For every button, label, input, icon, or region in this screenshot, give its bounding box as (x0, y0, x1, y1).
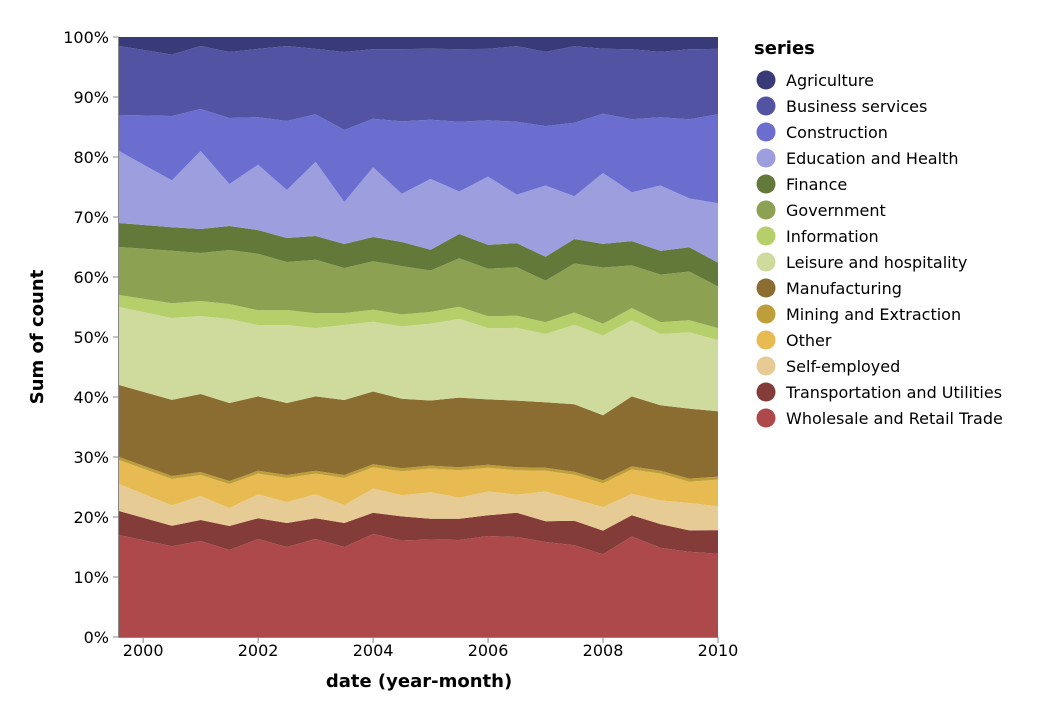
area-manufacturing (119, 385, 718, 481)
y-tick-label: 70% (73, 208, 109, 227)
y-tick-label: 80% (73, 148, 109, 167)
x-tick-label: 2000 (123, 641, 164, 660)
legend-swatch-finance (756, 174, 776, 194)
area-leisure-and-hospitality (119, 307, 718, 416)
area-wholesale-and-retail-trade (119, 534, 718, 637)
legend-swatch-manufacturing (756, 278, 776, 298)
legend-swatch-leisure-and-hospitality (756, 252, 776, 272)
x-tick-label: 2010 (698, 641, 739, 660)
y-tick-label: 30% (73, 448, 109, 467)
area-transportation-and-utilities (119, 511, 718, 555)
legend-swatch-information (756, 226, 776, 246)
legend-swatch-mining-and-extraction (756, 304, 776, 324)
area-self-employed (119, 484, 718, 531)
legend: series Agriculture Business services Const… (754, 38, 1003, 428)
area-agriculture (119, 37, 718, 55)
legend-label-construction: Construction (786, 123, 888, 142)
legend-label-manufacturing: Manufacturing (786, 279, 902, 298)
legend-swatch-construction (756, 122, 776, 142)
legend-label-education-and-health: Education and Health (786, 149, 958, 168)
area-education-and-health (119, 151, 718, 263)
legend-title: series (754, 38, 815, 59)
y-tick-label: 10% (73, 568, 109, 587)
legend-swatch-government (756, 200, 776, 220)
area-other (119, 460, 718, 508)
legend-swatch-wholesale-and-retail-trade (756, 408, 776, 428)
legend-label-mining-and-extraction: Mining and Extraction (786, 305, 961, 324)
y-tick-label: 40% (73, 388, 109, 407)
legend-swatch-education-and-health (756, 148, 776, 168)
legend-label-government: Government (786, 201, 886, 220)
legend-label-other: Other (786, 331, 832, 350)
y-tick-label: 90% (73, 88, 109, 107)
area-government (119, 247, 718, 329)
area-business-services (119, 46, 718, 130)
x-tick-label: 2004 (353, 641, 394, 660)
legend-label-transportation-and-utilities: Transportation and Utilities (785, 383, 1002, 402)
area-information (119, 295, 718, 340)
area-construction (119, 109, 718, 204)
area-layer (119, 37, 718, 637)
legend-label-finance: Finance (786, 175, 847, 194)
legend-swatch-agriculture (756, 70, 776, 90)
legend-swatch-business-services (756, 96, 776, 116)
area-finance (119, 223, 718, 287)
y-tick-label: 60% (73, 268, 109, 287)
x-tick-label: 2008 (583, 641, 624, 660)
y-axis: 0% 10% 20% 30% 40% 50% 60% 70% 80% 90% 100% (63, 28, 119, 647)
y-tick-label: 100% (63, 28, 109, 47)
legend-label-information: Information (786, 227, 879, 246)
y-tick-label: 50% (73, 328, 109, 347)
y-axis-title: Sum of count (27, 269, 48, 404)
x-axis-title: date (year-month) (326, 671, 512, 692)
x-tick-label: 2002 (238, 641, 279, 660)
x-tick-label: 2006 (468, 641, 509, 660)
x-axis: 2000 2002 2004 2006 2008 2010 (118, 637, 739, 660)
legend-label-wholesale-and-retail-trade: Wholesale and Retail Trade (786, 409, 1003, 428)
legend-swatch-self-employed (756, 356, 776, 376)
legend-label-leisure-and-hospitality: Leisure and hospitality (786, 253, 967, 272)
legend-swatch-other (756, 330, 776, 350)
legend-swatch-transportation-and-utilities (756, 382, 776, 402)
y-tick-label: 20% (73, 508, 109, 527)
legend-label-agriculture: Agriculture (786, 71, 874, 90)
y-tick-label: 0% (84, 628, 109, 647)
legend-label-business-services: Business services (786, 97, 927, 116)
legend-label-self-employed: Self-employed (786, 357, 900, 376)
